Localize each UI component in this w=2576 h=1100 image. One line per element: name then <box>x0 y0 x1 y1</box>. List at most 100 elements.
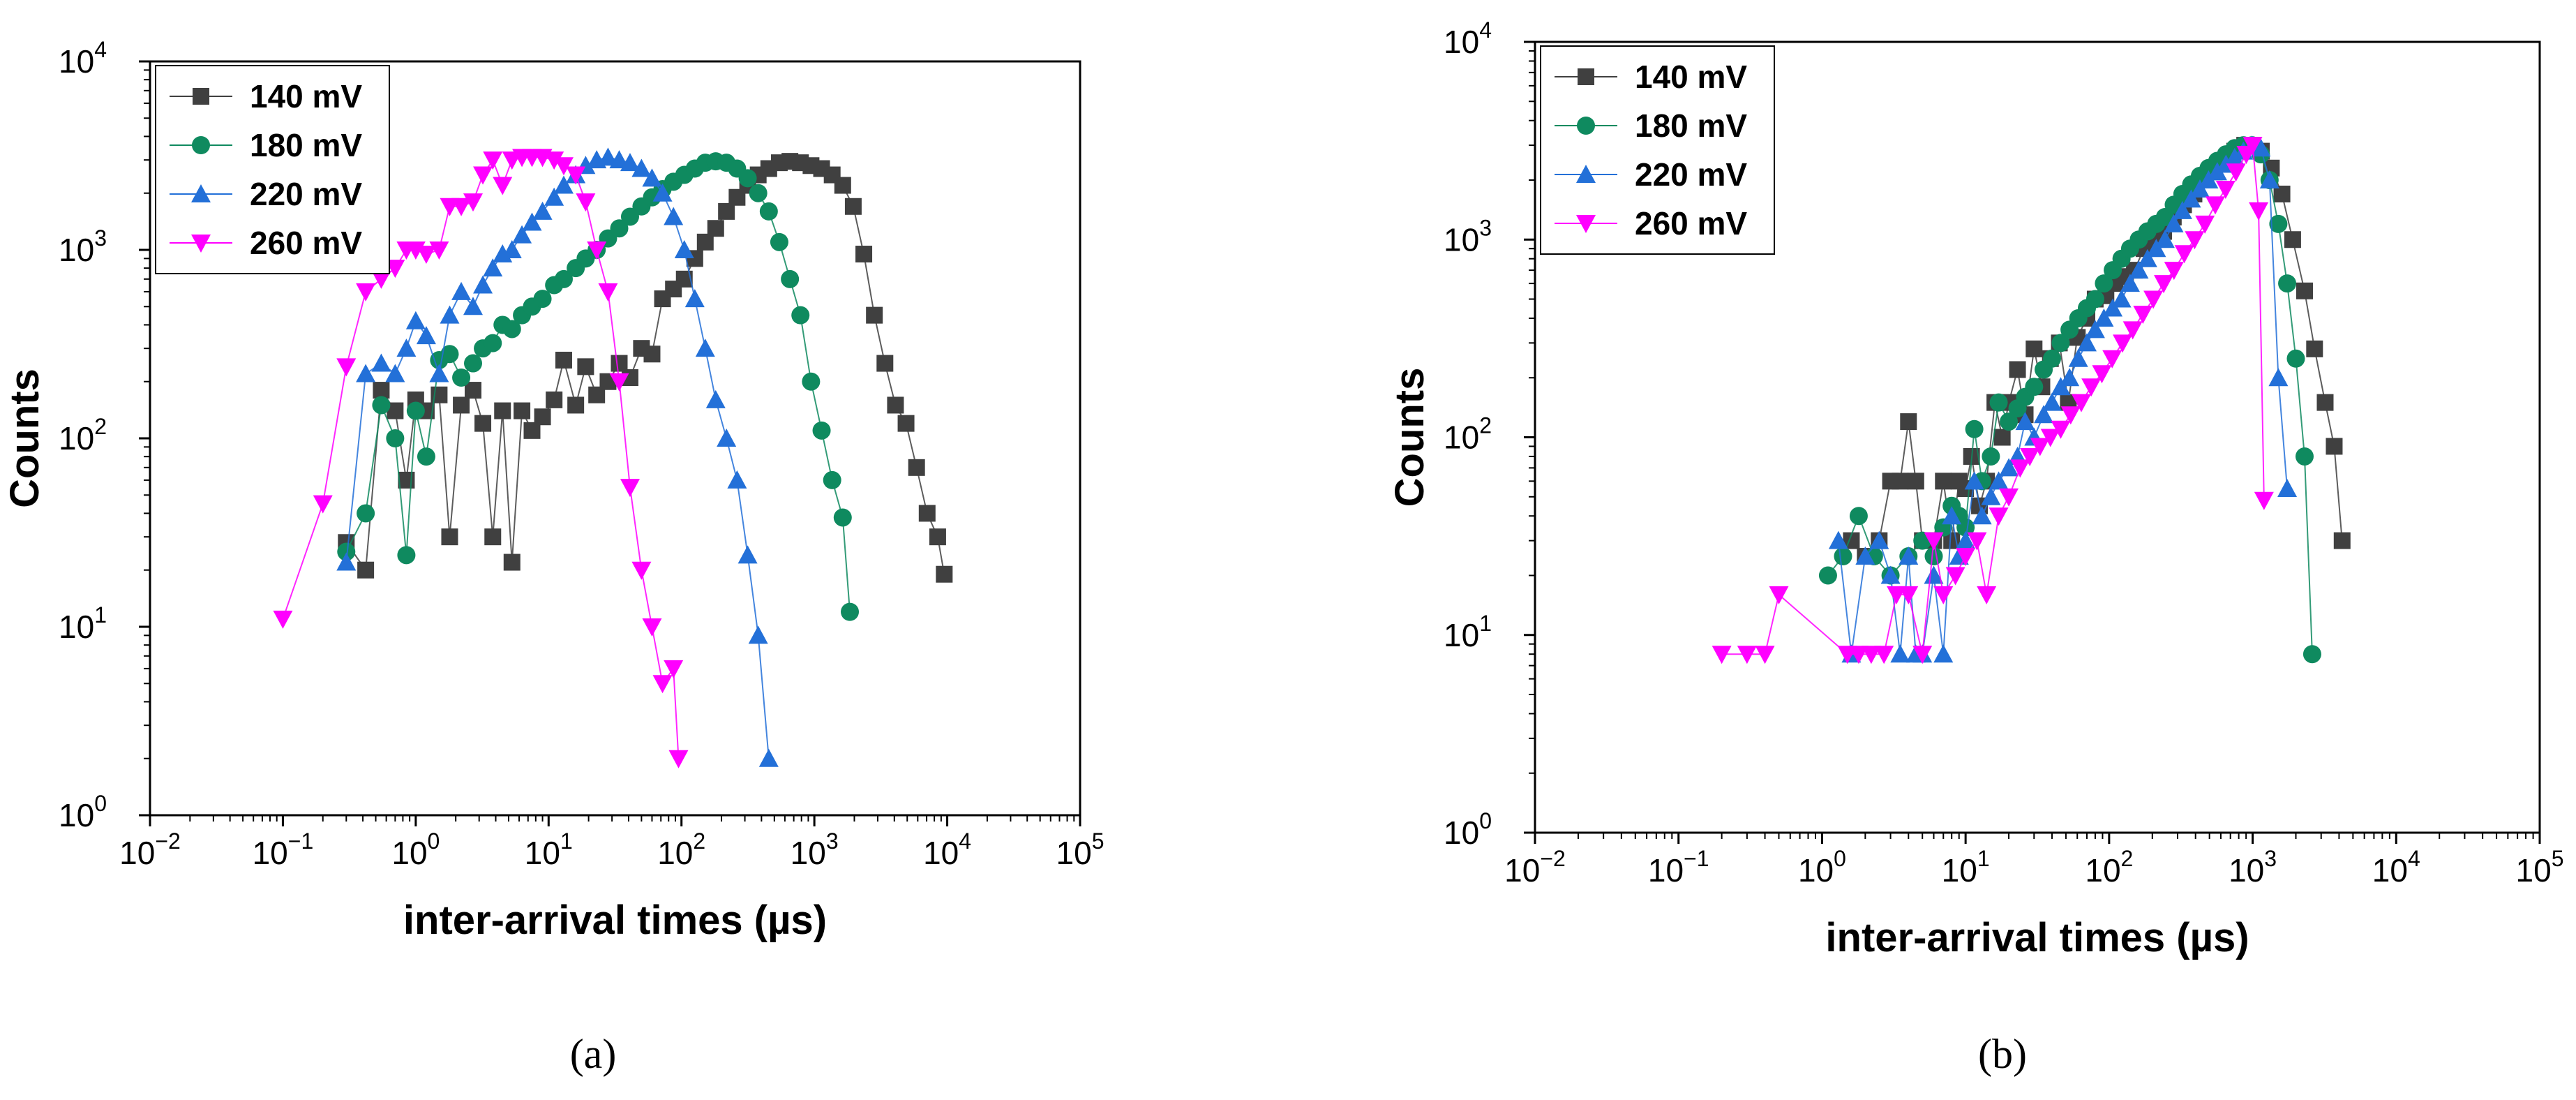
data-point-220-mv <box>1899 547 1919 565</box>
x-tick-label: 101 <box>1942 846 1990 889</box>
data-point-180-mv <box>337 542 356 561</box>
data-point-220-mv <box>396 339 417 357</box>
data-point-140-mv <box>2306 340 2323 357</box>
data-point-260-mv <box>2195 215 2215 234</box>
data-point-260-mv <box>1874 646 1894 664</box>
data-point-220-mv <box>463 297 484 315</box>
data-point-260-mv <box>429 241 449 260</box>
y-tick-exponent: 3 <box>94 225 107 251</box>
y-tick-base: 10 <box>59 797 94 833</box>
data-point-220-mv <box>642 168 662 187</box>
legend-label-180-mv: 180 mV <box>250 127 362 163</box>
x-tick-exponent: 4 <box>959 828 971 854</box>
data-point-220-mv <box>1972 506 1992 525</box>
data-point-260-mv <box>2102 350 2122 369</box>
data-point-180-mv <box>841 602 860 621</box>
data-point-180-mv <box>502 320 521 339</box>
data-point-220-mv <box>737 545 758 564</box>
data-point-180-mv <box>749 184 767 202</box>
data-point-220-mv <box>2277 479 2298 498</box>
x-axis: 10−2 10−1 100 101 102 103 104 105 <box>1504 833 2563 889</box>
data-point-260-mv <box>642 618 662 637</box>
data-point-220-mv <box>1890 644 1910 663</box>
data-point-220-mv <box>522 212 542 231</box>
data-point-220-mv <box>631 158 652 177</box>
data-point-260-mv <box>2092 365 2112 384</box>
data-point-180-mv <box>2286 349 2305 368</box>
y-tick-label: 100 <box>1444 808 1492 851</box>
data-point-220-mv <box>429 364 449 382</box>
data-point-260-mv <box>1977 586 1997 604</box>
legend-marker-260-mv <box>191 235 211 253</box>
data-point-220-mv <box>1981 486 2001 505</box>
data-point-140-mv <box>897 415 915 432</box>
data-point-220-mv <box>512 225 532 244</box>
x-tick-label: 105 <box>1056 828 1104 871</box>
data-point-220-mv <box>609 150 629 169</box>
x-tick-label: 103 <box>2229 846 2277 889</box>
data-point-140-mv <box>577 358 594 376</box>
data-point-180-mv <box>2269 214 2288 233</box>
data-point-140-mv <box>918 505 936 522</box>
data-point-260-mv <box>2242 137 2263 156</box>
data-point-260-mv <box>336 358 357 377</box>
x-tick-base: 10 <box>657 835 693 871</box>
data-point-220-mv <box>2042 392 2062 411</box>
data-point-180-mv <box>386 429 405 447</box>
data-point-140-mv <box>1993 429 2011 446</box>
data-point-260-mv <box>473 166 493 185</box>
data-point-180-mv <box>554 269 573 288</box>
x-tick-label: 104 <box>2372 846 2420 889</box>
x-tick-label: 101 <box>525 828 573 871</box>
data-point-260-mv <box>2113 334 2133 353</box>
x-tick-label: 10−1 <box>253 828 314 871</box>
data-point-260-mv <box>544 151 564 170</box>
data-point-260-mv <box>576 193 596 212</box>
data-point-220-mv <box>2076 333 2097 352</box>
data-point-180-mv <box>1989 393 2008 412</box>
x-tick-base: 10 <box>1648 852 1684 889</box>
data-point-220-mv <box>2034 405 2054 424</box>
legend-marker-260-mv <box>1576 215 1596 233</box>
x-tick-exponent: 0 <box>1834 846 1846 871</box>
y-tick-base: 10 <box>59 232 94 268</box>
data-point-260-mv <box>664 660 684 678</box>
data-point-220-mv <box>2259 170 2279 188</box>
data-point-260-mv <box>371 270 391 289</box>
data-point-220-mv <box>1989 471 2009 490</box>
data-point-220-mv <box>405 311 426 329</box>
data-point-220-mv <box>1964 471 1984 490</box>
data-point-220-mv <box>1942 506 1962 525</box>
x-tick-exponent: −1 <box>288 828 313 854</box>
data-point-220-mv <box>2137 248 2157 267</box>
data-point-220-mv <box>553 175 574 194</box>
data-point-180-mv <box>464 354 483 373</box>
x-tick-exponent: −2 <box>155 828 180 854</box>
legend-marker-180-mv <box>1577 117 1595 135</box>
data-point-180-mv <box>1982 447 2000 466</box>
y-tick-label: 103 <box>1444 215 1492 258</box>
data-point-220-mv <box>1855 547 1875 565</box>
data-point-220-mv <box>1869 530 1889 549</box>
data-point-140-mv <box>1907 473 1924 490</box>
x-tick-base: 10 <box>2229 852 2264 889</box>
data-point-220-mv <box>2164 214 2184 232</box>
data-point-220-mv <box>2060 368 2080 387</box>
y-tick-label: 101 <box>1444 611 1492 653</box>
data-point-140-mv <box>936 565 953 583</box>
data-point-260-mv <box>2249 202 2269 221</box>
x-tick-base: 10 <box>791 835 826 871</box>
data-point-180-mv <box>452 369 471 387</box>
data-point-260-mv <box>631 561 652 580</box>
data-point-260-mv <box>1912 646 1933 664</box>
y-tick-base: 10 <box>1444 815 1479 851</box>
data-point-220-mv <box>371 353 391 372</box>
y-tick-exponent: 4 <box>1479 17 1492 43</box>
data-point-220-mv <box>2224 147 2245 166</box>
data-point-140-mv <box>643 345 661 363</box>
data-point-220-mv <box>2251 138 2271 157</box>
data-point-140-mv <box>707 220 724 237</box>
data-point-260-mv <box>566 166 586 185</box>
